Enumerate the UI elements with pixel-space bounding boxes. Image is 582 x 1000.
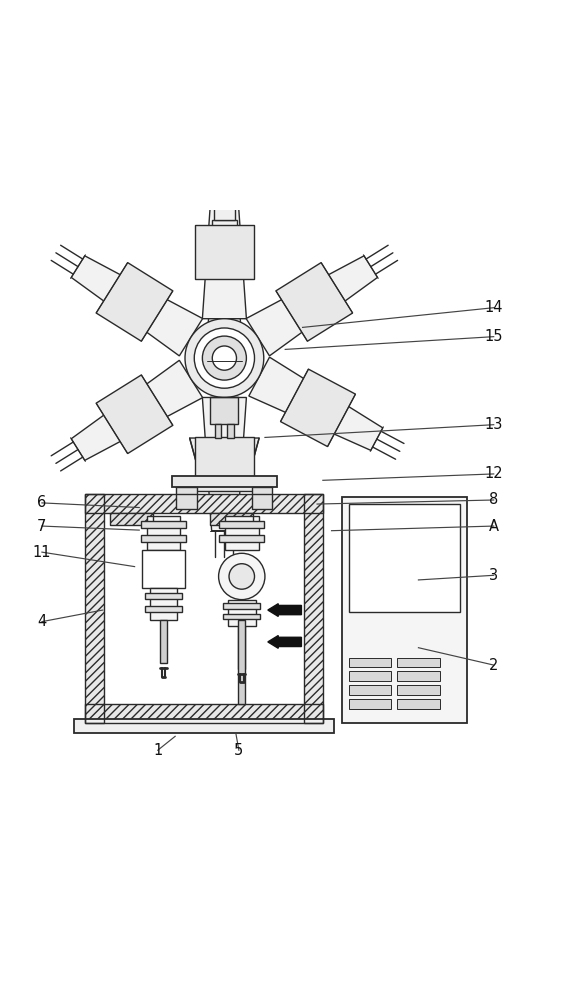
Bar — [86, 494, 323, 513]
Bar — [398, 685, 440, 695]
Bar — [210, 513, 253, 525]
Bar — [109, 513, 153, 525]
Polygon shape — [194, 225, 254, 279]
Bar — [215, 424, 222, 438]
Bar — [238, 626, 245, 669]
Bar — [211, 397, 238, 424]
Bar — [160, 620, 167, 663]
Bar — [212, 220, 237, 235]
Bar — [228, 600, 255, 626]
Bar — [228, 424, 234, 438]
Circle shape — [194, 328, 254, 388]
Text: 3: 3 — [489, 568, 498, 583]
Circle shape — [229, 564, 254, 589]
Bar — [210, 235, 239, 249]
Bar — [238, 620, 245, 704]
Polygon shape — [203, 185, 246, 319]
Text: 8: 8 — [489, 492, 498, 508]
Bar — [223, 603, 260, 609]
Polygon shape — [96, 375, 173, 454]
Bar — [349, 658, 392, 667]
Polygon shape — [190, 438, 259, 476]
FancyArrow shape — [268, 604, 301, 616]
Bar — [176, 487, 197, 509]
Bar — [147, 516, 180, 550]
Circle shape — [212, 346, 236, 370]
Bar — [172, 476, 276, 487]
Circle shape — [203, 336, 246, 380]
Bar — [214, 206, 235, 220]
Bar — [74, 719, 335, 733]
Bar — [145, 593, 182, 599]
Text: 12: 12 — [484, 466, 503, 481]
Bar — [398, 658, 440, 667]
Polygon shape — [175, 476, 274, 487]
Bar — [398, 699, 440, 709]
Text: 2: 2 — [489, 658, 498, 673]
Bar — [210, 513, 253, 525]
Bar — [86, 704, 323, 723]
Text: 4: 4 — [37, 614, 47, 629]
Polygon shape — [203, 397, 246, 531]
Bar — [349, 699, 392, 709]
Text: 13: 13 — [485, 417, 503, 432]
Bar — [86, 494, 323, 513]
Text: 14: 14 — [484, 300, 503, 315]
Bar — [223, 614, 260, 619]
Bar — [109, 513, 153, 525]
Polygon shape — [71, 360, 203, 460]
Bar — [304, 494, 323, 723]
Polygon shape — [71, 256, 203, 356]
Bar — [86, 494, 104, 723]
Bar — [219, 521, 264, 528]
Text: 6: 6 — [37, 495, 47, 510]
Bar — [251, 487, 272, 509]
Polygon shape — [208, 249, 240, 324]
Bar — [349, 671, 392, 681]
Bar — [86, 704, 323, 723]
Bar — [398, 671, 440, 681]
Polygon shape — [194, 437, 254, 491]
Circle shape — [219, 553, 265, 600]
Bar — [342, 497, 467, 723]
Text: 15: 15 — [484, 329, 503, 344]
Bar — [349, 504, 460, 612]
Bar — [225, 516, 258, 550]
Text: 1: 1 — [153, 743, 162, 758]
Bar — [349, 685, 392, 695]
Polygon shape — [246, 256, 378, 356]
Text: A: A — [489, 519, 499, 534]
Text: 11: 11 — [33, 545, 51, 560]
Text: 7: 7 — [37, 519, 47, 534]
FancyArrow shape — [268, 636, 301, 648]
Bar — [304, 494, 323, 723]
Polygon shape — [96, 263, 173, 341]
Polygon shape — [276, 263, 353, 341]
Text: 5: 5 — [234, 743, 243, 758]
Bar — [141, 521, 186, 528]
Circle shape — [185, 319, 264, 397]
Bar — [141, 535, 186, 542]
Bar — [150, 588, 178, 620]
Bar — [216, 188, 233, 206]
Bar — [219, 535, 264, 542]
Bar — [145, 606, 182, 612]
Bar — [86, 494, 104, 723]
Polygon shape — [281, 369, 356, 447]
Bar — [142, 550, 185, 588]
Polygon shape — [249, 357, 383, 450]
